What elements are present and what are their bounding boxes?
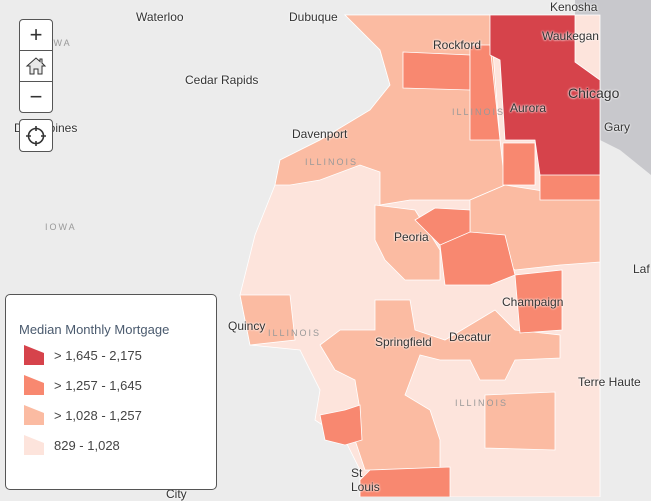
state-label: ILLINOIS xyxy=(452,107,506,117)
city-label: Cedar Rapids xyxy=(185,73,259,87)
legend-label: > 1,645 - 2,175 xyxy=(54,347,142,363)
city-label: Waukegan xyxy=(542,29,599,43)
zoom-out-button[interactable]: − xyxy=(29,84,43,109)
legend-item: > 1,028 - 1,257 xyxy=(24,405,142,425)
city-label: Quincy xyxy=(228,319,266,333)
city-label: Terre Haute xyxy=(578,375,641,389)
legend-swatch xyxy=(24,405,44,425)
city-label: Decatur xyxy=(449,330,492,344)
city-label: Davenport xyxy=(292,127,348,141)
city-label: Springfield xyxy=(375,335,432,349)
legend-swatch xyxy=(24,375,44,395)
city-label: Laf xyxy=(633,262,650,276)
legend-swatch xyxy=(24,345,44,365)
locate-icon xyxy=(26,125,46,146)
locate-button[interactable] xyxy=(19,119,53,152)
city-label: St Louis xyxy=(351,466,380,494)
state-label: ILLINOIS xyxy=(268,328,322,338)
legend-label: 829 - 1,028 xyxy=(54,437,120,453)
state-label: IOWA xyxy=(40,38,72,48)
city-label: Dubuque xyxy=(289,10,338,24)
state-label: ILLINOIS xyxy=(305,157,359,167)
city-label: Peoria xyxy=(394,230,429,244)
legend-item: 829 - 1,028 xyxy=(24,435,120,455)
home-icon xyxy=(25,57,47,75)
state-label: ILLINOIS xyxy=(455,398,509,408)
city-label: Rockford xyxy=(433,38,482,52)
zoom-in-button[interactable]: + xyxy=(20,20,52,51)
region-top xyxy=(489,14,601,176)
state-label: IOWA xyxy=(45,222,77,232)
legend-item: > 1,645 - 2,175 xyxy=(24,345,142,365)
legend-item: > 1,257 - 1,645 xyxy=(24,375,142,395)
legend-label: > 1,257 - 1,645 xyxy=(54,377,142,393)
city-label: Kenosha xyxy=(550,0,598,14)
city-label: Champaign xyxy=(502,295,564,309)
legend-title: Median Monthly Mortgage xyxy=(19,322,170,337)
legend-label: > 1,028 - 1,257 xyxy=(54,407,142,423)
legend-swatch xyxy=(24,435,44,455)
city-label: Aurora xyxy=(510,101,547,115)
home-button[interactable] xyxy=(20,51,52,82)
city-label: Chicago xyxy=(568,85,620,101)
city-label: Waterloo xyxy=(136,10,184,24)
legend: Median Monthly Mortgage > 1,645 - 2,175 … xyxy=(5,294,217,490)
zoom-controls: + − xyxy=(19,19,53,113)
region-high xyxy=(319,44,601,497)
city-label: Gary xyxy=(604,120,631,134)
